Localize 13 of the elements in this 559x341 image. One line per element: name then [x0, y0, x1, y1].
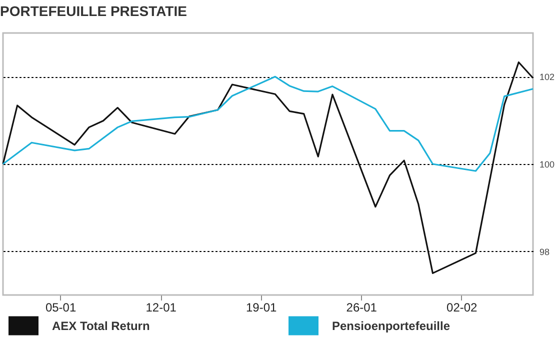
legend-label: AEX Total Return: [52, 318, 150, 333]
x-tick-label: 05-01: [45, 300, 76, 314]
y-tick-label: 100: [540, 160, 555, 170]
y-tick-label: 102: [540, 72, 555, 82]
y-tick-label: 98: [540, 246, 550, 257]
chart-title: PORTEFEUILLE PRESTATIE: [0, 3, 187, 19]
x-tick-label: 12-01: [146, 300, 177, 314]
legend-label: Pensioenportefeuille: [332, 318, 450, 333]
x-tick-label: 02-02: [446, 300, 478, 314]
x-tick-label: 19-01: [246, 300, 278, 314]
x-tick-label: 26-01: [346, 300, 378, 314]
line-series: [2, 76, 534, 172]
line-series: [2, 61, 534, 274]
